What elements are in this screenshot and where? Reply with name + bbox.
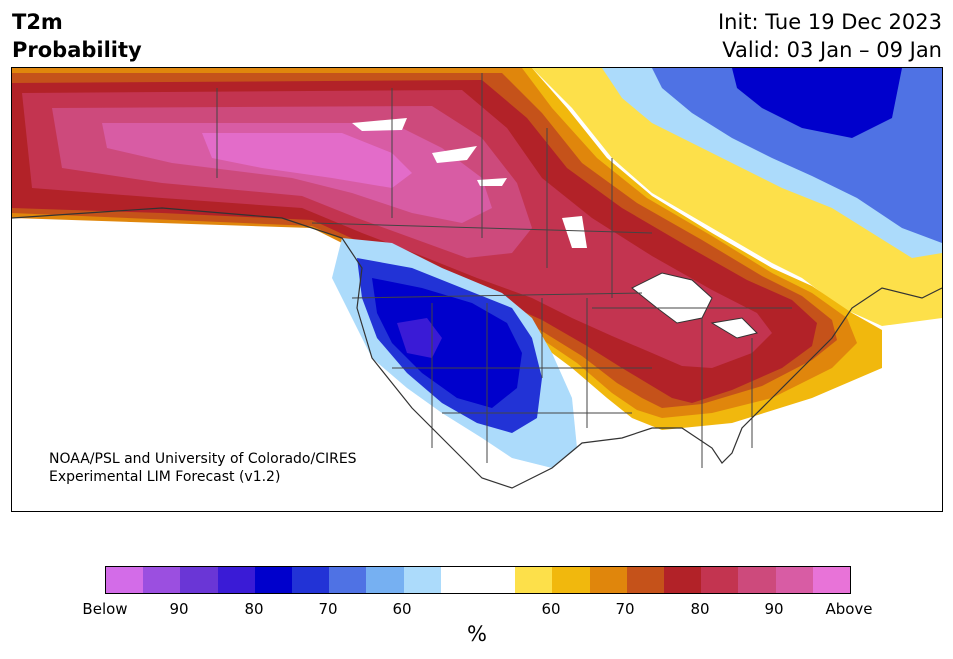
colorbar-segment bbox=[515, 567, 553, 593]
colorbar-segment bbox=[292, 567, 330, 593]
colorbar-segment bbox=[664, 567, 702, 593]
credit-line-2: Experimental LIM Forecast (v1.2) bbox=[49, 469, 281, 485]
warm-core-magenta bbox=[202, 133, 412, 188]
colorbar-segment bbox=[180, 567, 218, 593]
init-date: Init: Tue 19 Dec 2023 bbox=[717, 10, 942, 34]
colorbar-segment bbox=[366, 567, 404, 593]
coastline bbox=[12, 207, 942, 489]
colorbar-segment bbox=[329, 567, 367, 593]
colorbar-segment bbox=[440, 567, 479, 593]
colorbar-segment bbox=[143, 567, 181, 593]
colorbar-segment bbox=[254, 567, 293, 593]
colorbar-segment bbox=[775, 567, 813, 593]
colorbar-segment bbox=[738, 567, 776, 593]
political-boundaries bbox=[216, 73, 792, 468]
colorbar-tick: 80 bbox=[244, 600, 264, 618]
colorbar-tick: 70 bbox=[318, 600, 338, 618]
product-label: Probability bbox=[12, 38, 142, 62]
colorbar-tick: 90 bbox=[764, 600, 784, 618]
colorbar-unit: % bbox=[467, 622, 487, 646]
variable-label: T2m bbox=[12, 10, 63, 34]
colorbar-tick: Below bbox=[82, 600, 128, 618]
cold-west-violet bbox=[397, 318, 442, 358]
colorbar-tick: 80 bbox=[690, 600, 710, 618]
map-title-block: T2m Probability bbox=[12, 8, 142, 64]
colorbar-segment bbox=[701, 567, 739, 593]
colorbar-tick: 90 bbox=[169, 600, 189, 618]
colorbar-segment bbox=[552, 567, 590, 593]
credit-line-1: NOAA/PSL and University of Colorado/CIRE… bbox=[49, 451, 357, 467]
colorbar-segment bbox=[626, 567, 665, 593]
colorbar-tick: Above bbox=[825, 600, 873, 618]
colorbar-segment bbox=[217, 567, 255, 593]
colorbar-segment bbox=[403, 567, 441, 593]
valid-date: Valid: 03 Jan – 09 Jan bbox=[722, 38, 942, 62]
cold-northeast-deep bbox=[732, 68, 902, 138]
colorbar-segment bbox=[589, 567, 627, 593]
forecast-map bbox=[11, 67, 943, 512]
colorbar-tick: 60 bbox=[392, 600, 412, 618]
colorbar-segment bbox=[106, 567, 144, 593]
colorbar-tick: 60 bbox=[541, 600, 561, 618]
date-block: Init: Tue 19 Dec 2023 Valid: 03 Jan – 09… bbox=[718, 8, 942, 64]
probability-map-svg bbox=[12, 68, 942, 489]
colorbar-segment bbox=[478, 567, 516, 593]
credit-text: NOAA/PSL and University of Colorado/CIRE… bbox=[49, 450, 357, 486]
cold-west-deep bbox=[372, 278, 522, 408]
colorbar-segment bbox=[812, 567, 851, 593]
colorbar-tick: 70 bbox=[615, 600, 635, 618]
probability-colorbar bbox=[105, 566, 851, 594]
